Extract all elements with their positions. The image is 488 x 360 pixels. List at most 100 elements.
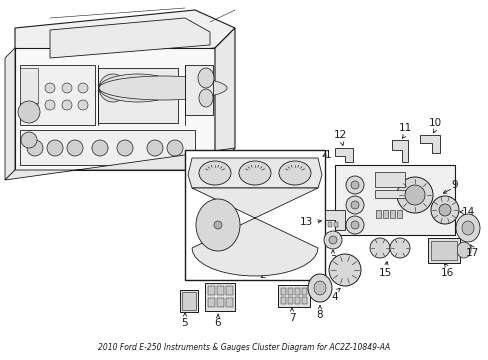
Bar	[374, 190, 404, 198]
Polygon shape	[192, 188, 317, 276]
Text: 2: 2	[259, 270, 266, 280]
Ellipse shape	[307, 274, 331, 302]
Bar	[374, 172, 404, 187]
Ellipse shape	[147, 140, 163, 156]
Bar	[333, 222, 337, 227]
Text: 12: 12	[333, 130, 346, 140]
Bar	[20, 130, 195, 165]
Ellipse shape	[196, 199, 240, 251]
Ellipse shape	[199, 89, 213, 107]
Ellipse shape	[346, 196, 363, 214]
Bar	[98, 68, 178, 123]
Bar	[225, 286, 232, 295]
Text: 10: 10	[427, 118, 441, 128]
Bar	[287, 288, 292, 295]
Bar	[225, 298, 232, 307]
Ellipse shape	[346, 216, 363, 234]
Ellipse shape	[18, 101, 40, 123]
Bar	[281, 288, 285, 295]
Bar	[375, 210, 380, 218]
Bar	[207, 286, 215, 295]
Ellipse shape	[99, 76, 226, 100]
Ellipse shape	[438, 204, 450, 216]
Ellipse shape	[324, 231, 341, 249]
Bar	[204, 283, 235, 311]
Bar	[389, 210, 394, 218]
Text: 6: 6	[214, 318, 221, 328]
Ellipse shape	[21, 132, 37, 148]
Ellipse shape	[117, 140, 133, 156]
Bar	[184, 65, 213, 115]
Bar	[20, 68, 38, 103]
Polygon shape	[215, 28, 235, 170]
Polygon shape	[50, 18, 209, 58]
Polygon shape	[187, 158, 321, 188]
Polygon shape	[391, 140, 407, 162]
Ellipse shape	[78, 83, 88, 93]
Text: 15: 15	[378, 268, 391, 278]
Text: 1: 1	[325, 150, 331, 160]
Bar	[382, 210, 387, 218]
Polygon shape	[325, 210, 345, 230]
Ellipse shape	[92, 140, 108, 156]
Ellipse shape	[62, 100, 72, 110]
Ellipse shape	[78, 100, 88, 110]
Ellipse shape	[167, 140, 183, 156]
Bar	[302, 288, 306, 295]
Ellipse shape	[99, 74, 127, 102]
Ellipse shape	[430, 196, 458, 224]
Ellipse shape	[313, 281, 325, 295]
Ellipse shape	[239, 161, 270, 185]
Bar	[182, 292, 196, 310]
Bar	[184, 150, 325, 280]
Text: 9: 9	[451, 180, 457, 190]
Ellipse shape	[214, 221, 222, 229]
Text: 16: 16	[440, 268, 453, 278]
Polygon shape	[5, 48, 15, 180]
Text: 2010 Ford E-250 Instruments & Gauges Cluster Diagram for AC2Z-10849-AA: 2010 Ford E-250 Instruments & Gauges Clu…	[98, 343, 389, 352]
Text: 11: 11	[398, 123, 411, 133]
Ellipse shape	[455, 214, 479, 242]
Bar	[207, 298, 215, 307]
Bar	[334, 165, 454, 235]
Bar	[427, 238, 459, 263]
Ellipse shape	[328, 236, 336, 244]
Ellipse shape	[45, 83, 55, 93]
Ellipse shape	[404, 185, 424, 205]
Polygon shape	[15, 10, 235, 65]
Ellipse shape	[47, 140, 63, 156]
Bar	[396, 210, 401, 218]
Ellipse shape	[389, 238, 409, 258]
Ellipse shape	[198, 68, 214, 88]
Ellipse shape	[28, 83, 38, 93]
Ellipse shape	[199, 161, 230, 185]
Bar	[302, 297, 306, 304]
Bar	[278, 285, 309, 307]
Ellipse shape	[62, 83, 72, 93]
Text: 17: 17	[465, 248, 478, 258]
Ellipse shape	[27, 140, 43, 156]
Ellipse shape	[28, 100, 38, 110]
Ellipse shape	[99, 74, 177, 102]
Ellipse shape	[456, 242, 470, 258]
Bar	[294, 297, 299, 304]
Polygon shape	[15, 48, 215, 170]
Bar	[217, 298, 224, 307]
Bar	[217, 286, 224, 295]
Bar	[294, 288, 299, 295]
Ellipse shape	[350, 201, 358, 209]
Bar	[180, 290, 198, 312]
Bar	[430, 241, 456, 260]
Ellipse shape	[328, 254, 360, 286]
Polygon shape	[419, 135, 439, 153]
Ellipse shape	[369, 238, 389, 258]
Text: 4: 4	[331, 292, 338, 302]
Ellipse shape	[461, 221, 473, 235]
Polygon shape	[334, 148, 352, 162]
Text: 7: 7	[288, 313, 295, 323]
Text: 14: 14	[461, 207, 474, 217]
Text: 8: 8	[316, 310, 323, 320]
Text: 13: 13	[299, 217, 312, 227]
Ellipse shape	[396, 177, 432, 213]
Polygon shape	[5, 148, 235, 180]
